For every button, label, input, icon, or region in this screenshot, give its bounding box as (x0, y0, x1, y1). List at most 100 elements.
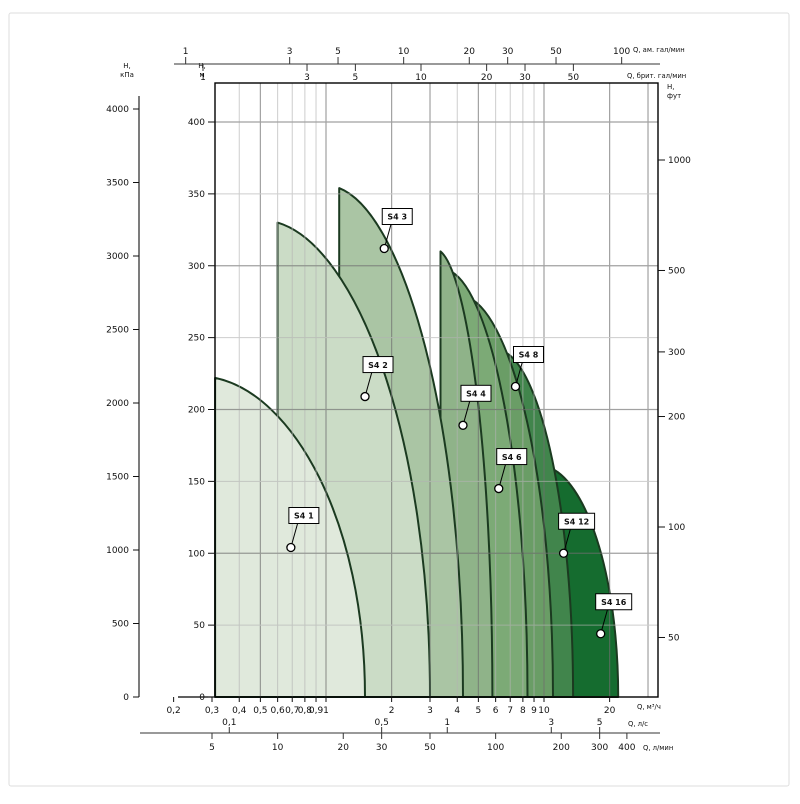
impgpm-tick-label: 10 (415, 73, 427, 83)
m3h-tick-label: 0,9 (309, 706, 324, 716)
series-label-box-S4-4 (460, 384, 492, 402)
m3h-tick-label: 7 (507, 706, 513, 716)
ls-tick-label: 0,5 (374, 718, 388, 728)
series-label-box-S4-1 (288, 507, 320, 524)
m3h-tick-label: 5 (476, 706, 482, 716)
series-label-box-S4-8 (512, 346, 544, 363)
usgpm-tick-label: 20 (464, 47, 476, 57)
m-tick-label: 350 (188, 190, 205, 200)
series-label-S4-4: S4 4 (466, 390, 486, 399)
lmin-tick-label: 50 (424, 743, 436, 753)
kpa-tick-label: 4000 (106, 105, 129, 115)
series-label-box-S4-2 (362, 356, 394, 374)
m3h-tick-label: 20 (604, 706, 616, 716)
kpa-tick-label: 3500 (106, 179, 129, 189)
m-tick-label: 400 (188, 118, 205, 128)
m3h-tick-label: 0,8 (298, 706, 313, 716)
ft-tick-label: 1000 (668, 156, 691, 166)
usgpm-tick-label: 10 (398, 47, 410, 57)
series-marker-S4-3 (379, 243, 389, 254)
m3h-tick-label: 6 (493, 706, 499, 716)
ft-tick-label: 200 (668, 413, 685, 423)
m3h-tick-label: 0,2 (166, 706, 180, 716)
lmin-tick-label: 20 (338, 743, 350, 753)
m3h-tick-label: 0,5 (253, 706, 267, 716)
lmin-tick-label: 5 (209, 743, 215, 753)
ls-tick-label: 3 (548, 718, 554, 728)
kpa-tick-label: 1500 (106, 473, 129, 483)
lmin-tick-label: 10 (272, 743, 284, 753)
ft-tick-label: 50 (668, 633, 680, 643)
lmin-axis-title: Q, л/мин (643, 744, 673, 752)
ft-tick-label: 300 (668, 348, 685, 358)
ft-axis-title: H, (667, 83, 675, 91)
m3h-tick-label: 8 (520, 706, 526, 716)
kpa-tick-label: 2500 (106, 326, 129, 336)
usgpm-tick-label: 30 (502, 47, 514, 57)
m3h-axis-title: Q, м³/ч (637, 703, 661, 711)
lmin-tick-label: 200 (553, 743, 570, 753)
series-marker-S4-6 (494, 483, 504, 494)
kpa-axis-title: H, (123, 62, 131, 70)
kpa-tick-label: 1000 (106, 546, 129, 556)
page-border (8, 12, 790, 787)
m-tick-label: 300 (188, 262, 205, 272)
series-marker-S4-1 (286, 542, 296, 553)
series-label-S4-1: S4 1 (294, 512, 314, 521)
m-axis-title: H, (198, 62, 206, 70)
usgpm-tick-label: 5 (335, 47, 341, 57)
series-label-S4-16: S4 16 (601, 598, 627, 607)
m3h-tick-label: 0,7 (285, 706, 299, 716)
m3h-tick-label: 4 (454, 706, 460, 716)
lmin-tick-label: 400 (618, 743, 635, 753)
ls-tick-label: 1 (444, 718, 450, 728)
series-label-box-S4-6 (496, 448, 528, 466)
lmin-tick-label: 300 (591, 743, 608, 753)
impgpm-tick-label: 20 (481, 73, 493, 83)
m-tick-label: 150 (188, 477, 205, 487)
plot-frame (214, 82, 659, 698)
series-label-box-S4-16 (595, 593, 633, 611)
impgpm-tick-label: 50 (568, 73, 580, 83)
m-tick-label: 200 (188, 406, 205, 416)
usgpm-tick-label: 1 (183, 47, 189, 57)
ft-tick-label: 100 (668, 523, 685, 533)
kpa-tick-label: 0 (123, 693, 129, 703)
series-marker-S4-12 (558, 548, 569, 558)
m-axis-title: м (199, 71, 204, 79)
series-marker-S4-4 (458, 420, 468, 430)
impgpm-tick-label: 5 (353, 73, 359, 83)
m3h-tick-label: 0,4 (232, 706, 247, 716)
lmin-tick-label: 100 (487, 743, 504, 753)
ft-tick-label: 500 (668, 266, 685, 276)
ls-axis-title: Q, л/с (628, 720, 648, 728)
m3h-tick-label: 2 (389, 706, 395, 716)
m-tick-label: 250 (188, 334, 205, 344)
ft-axis-title: фут (667, 92, 681, 100)
m3h-tick-label: 1 (323, 706, 329, 716)
impgpm-axis-title: Q, брит. гал/мин (627, 72, 686, 80)
usgpm-tick-label: 100 (613, 47, 630, 57)
ls-tick-label: 0,1 (222, 718, 236, 728)
usgpm-axis-title: Q, ам. гал/мин (633, 46, 685, 54)
series-label-S4-2: S4 2 (368, 361, 388, 370)
series-marker-S4-16 (596, 629, 606, 639)
m3h-tick-label: 9 (531, 706, 537, 716)
impgpm-tick-label: 1 (200, 73, 206, 83)
kpa-axis-title: кПа (120, 71, 134, 79)
series-label-box-S4-12 (558, 512, 596, 530)
series-label-S4-8: S4 8 (519, 351, 539, 360)
m3h-tick-label: 10 (538, 706, 550, 716)
m3h-tick-label: 0,6 (270, 706, 285, 716)
m-tick-label: 50 (194, 621, 206, 631)
lmin-tick-label: 30 (376, 743, 388, 753)
m3h-tick-label: 3 (427, 706, 433, 716)
series-label-S4-3: S4 3 (387, 213, 407, 222)
m-tick-label: 0 (199, 693, 205, 703)
series-marker-S4-8 (510, 381, 521, 392)
series-marker-S4-2 (360, 391, 370, 402)
impgpm-tick-label: 3 (304, 73, 310, 83)
kpa-tick-label: 3000 (106, 252, 129, 262)
